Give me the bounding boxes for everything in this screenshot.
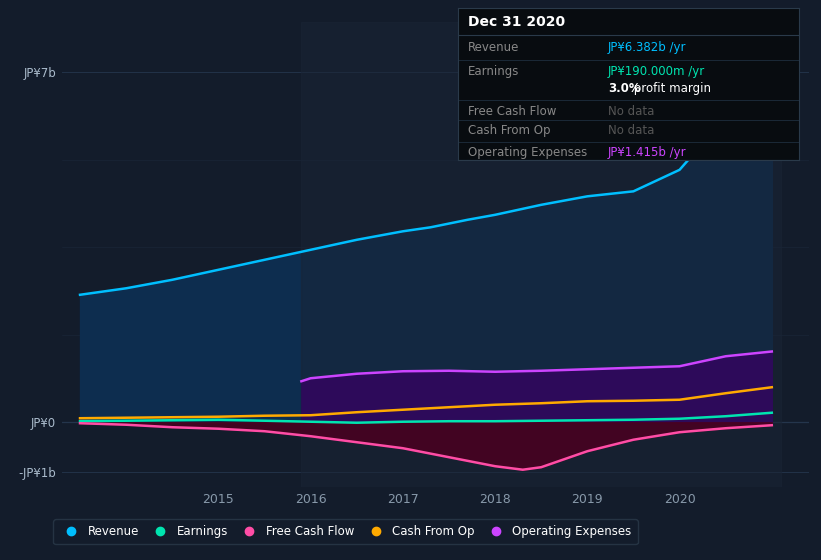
Bar — [301, 22, 781, 487]
Text: 3.0%: 3.0% — [608, 82, 640, 95]
Legend: Revenue, Earnings, Free Cash Flow, Cash From Op, Operating Expenses: Revenue, Earnings, Free Cash Flow, Cash … — [53, 519, 638, 544]
Text: Earnings: Earnings — [468, 65, 520, 78]
Text: JP¥1.415b /yr: JP¥1.415b /yr — [608, 147, 686, 160]
Text: Revenue: Revenue — [468, 41, 520, 54]
Text: Operating Expenses: Operating Expenses — [468, 147, 588, 160]
Text: JP¥6.382b /yr: JP¥6.382b /yr — [608, 41, 686, 54]
Text: No data: No data — [608, 105, 654, 118]
Text: Dec 31 2020: Dec 31 2020 — [468, 16, 566, 30]
Text: profit margin: profit margin — [631, 82, 711, 95]
Text: No data: No data — [608, 124, 654, 137]
Text: Free Cash Flow: Free Cash Flow — [468, 105, 557, 118]
Text: Cash From Op: Cash From Op — [468, 124, 551, 137]
Text: JP¥190.000m /yr: JP¥190.000m /yr — [608, 65, 705, 78]
